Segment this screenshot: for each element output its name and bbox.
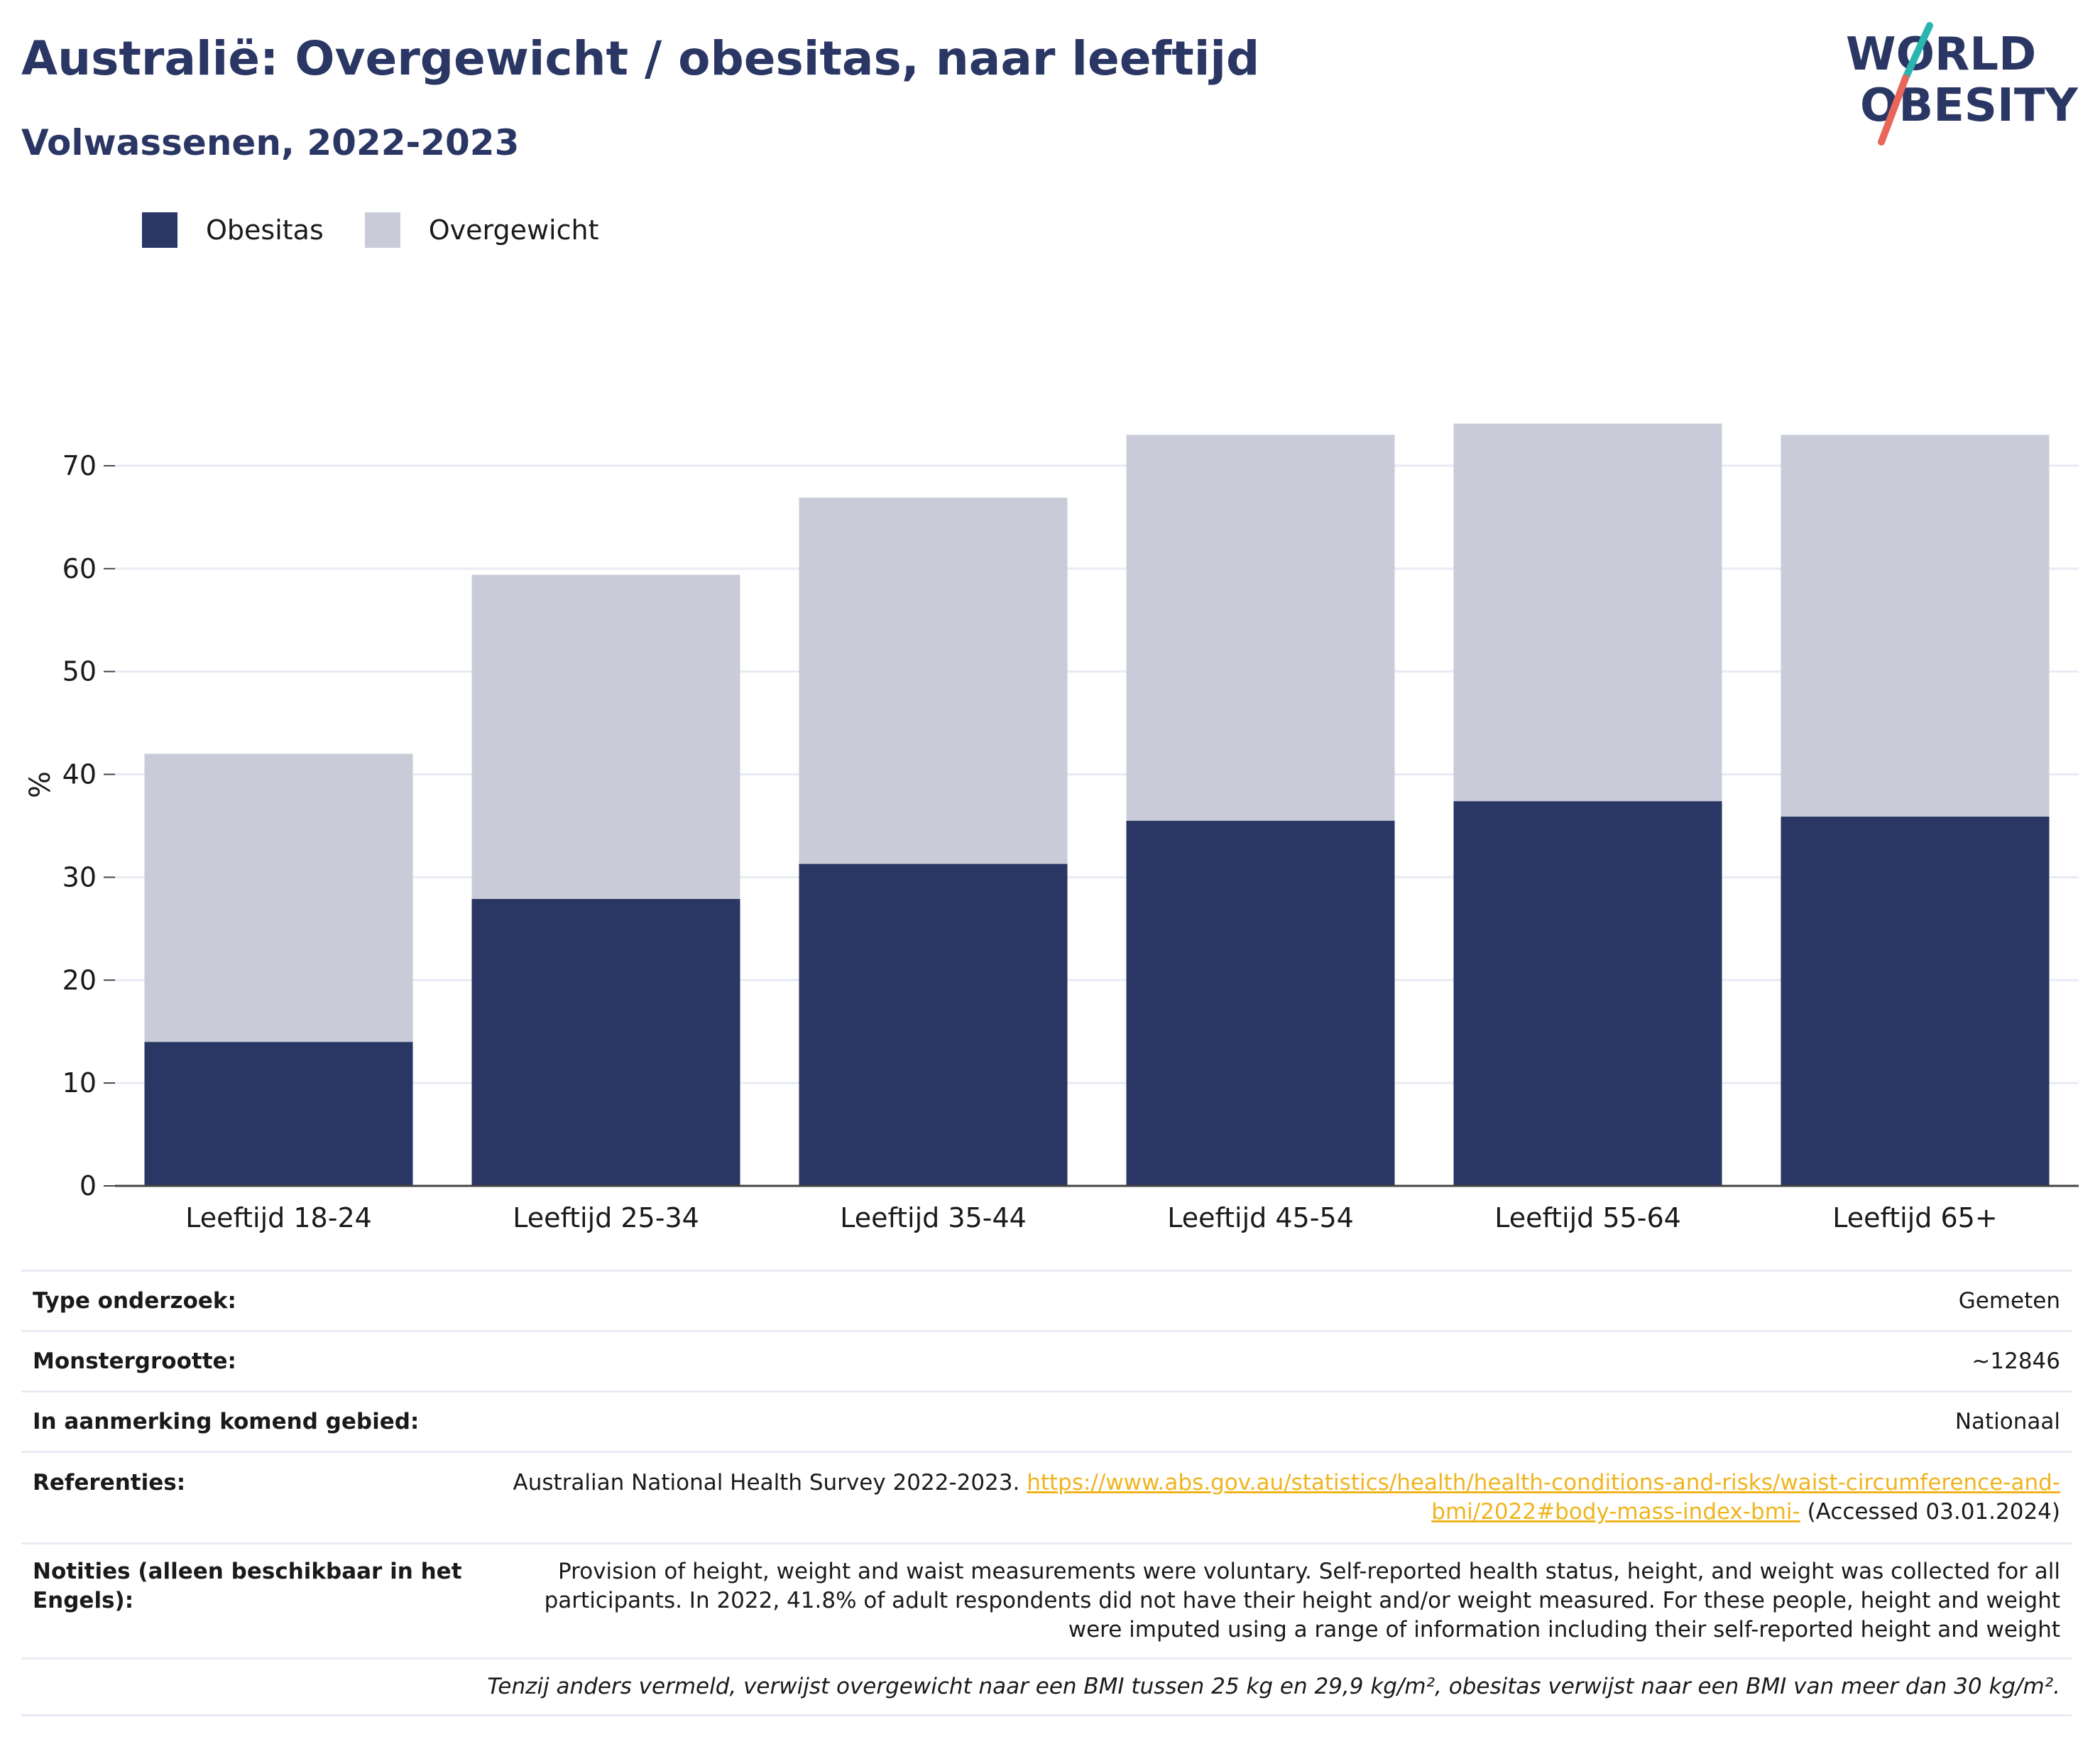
info-value: Gemeten [484,1270,2072,1331]
reference-link[interactable]: https://www.abs.gov.au/statistics/health… [1027,1470,2060,1525]
bar-obesitas-3 [799,863,1068,1186]
bar-overgewicht-4 [1126,435,1395,821]
reference-text: Australian National Health Survey 2022-2… [513,1470,1027,1495]
y-axis-title: % [24,771,57,798]
info-value: Australian National Health Survey 2022-2… [484,1451,2072,1544]
x-tick-label: Leeftijd 18-24 [185,1202,372,1233]
y-tick-label: 0 [80,1170,97,1202]
bar-overgewicht-5 [1453,423,1722,802]
y-tick-label: 40 [62,759,97,790]
x-tick-label: Leeftijd 55-64 [1494,1202,1681,1233]
chart-title: Australië: Overgewicht / obesitas, naar … [21,31,1260,86]
y-tick-label: 60 [62,553,97,584]
info-key: In aanmerking komend gebied: [21,1390,484,1452]
bar-overgewicht-3 [799,497,1068,864]
bar-obesitas-5 [1453,801,1722,1186]
x-tick-label: Leeftijd 35-44 [840,1202,1027,1233]
logo-slash-coral-icon [1878,75,1909,146]
y-tick-label: 10 [62,1067,97,1099]
legend-swatch-obesity [142,212,177,248]
survey-info-table: Type onderzoek: Gemeten Monstergrootte: … [21,1270,2072,1716]
world-obesity-logo: WORLD OBESITY [1846,22,2078,146]
bar-overgewicht-1 [144,753,413,1042]
legend-swatch-overweight [364,212,400,248]
chart-subtitle: Volwassenen, 2022-2023 [21,122,520,163]
bar-overgewicht-6 [1781,435,2050,817]
bars [144,423,2050,1186]
logo-text-world: WORLD [1846,28,2036,81]
info-row-notes: Notities (alleen beschikbaar in het Enge… [21,1542,2072,1659]
info-value: Nationaal [484,1390,2072,1452]
bar-obesitas-4 [1126,820,1395,1186]
reference-accessed: (Accessed 03.01.2024) [1800,1499,2060,1525]
chart-legend: Obesitas Overgewicht [142,212,640,249]
legend-item-obesity: Obesitas [142,212,324,248]
x-tick-label: Leeftijd 25-34 [513,1202,699,1233]
grid-lines [115,464,2079,1084]
x-tick-label: Leeftijd 65+ [1832,1202,1997,1233]
x-tick-label: Leeftijd 45-54 [1167,1202,1354,1233]
legend-label-obesity: Obesitas [206,214,324,246]
info-row-footnote: Tenzij anders vermeld, verwijst overgewi… [21,1657,2072,1716]
bar-obesitas-1 [144,1042,413,1186]
info-key: Notities (alleen beschikbaar in het Enge… [21,1542,484,1659]
y-tick-label: 30 [62,861,97,893]
info-row-references: Referenties: Australian National Health … [21,1451,2072,1544]
bar-overgewicht-2 [471,574,740,899]
info-row-sample-size: Monstergrootte: ~12846 [21,1330,2072,1392]
logo-slash-teal-icon [1902,22,1933,82]
axes: 0 10 20 30 40 50 60 70 Leeftijd 18-24 Leeftijd 25… [24,450,2079,1233]
info-value: ~12846 [484,1330,2072,1392]
info-key: Referenties: [21,1451,484,1544]
bar-obesitas-6 [1781,816,2050,1186]
info-row-survey-type: Type onderzoek: Gemeten [21,1270,2072,1331]
legend-item-overweight: Overgewicht [364,212,599,248]
info-key: Type onderzoek: [21,1270,484,1331]
info-row-area: In aanmerking komend gebied: Nationaal [21,1390,2072,1452]
legend-label-overweight: Overgewicht [428,214,599,246]
info-key: Monstergrootte: [21,1330,484,1392]
y-tick-label: 50 [62,656,97,687]
footnote: Tenzij anders vermeld, verwijst overgewi… [21,1657,2072,1716]
y-tick-label: 70 [62,450,97,481]
stacked-bar-chart: 0 10 20 30 40 50 60 70 Leeftijd 18-24 Leeftijd 25… [24,423,2079,1233]
y-tick-label: 20 [62,964,97,996]
info-value: Provision of height, weight and waist me… [484,1542,2072,1659]
bar-obesitas-2 [471,898,740,1186]
